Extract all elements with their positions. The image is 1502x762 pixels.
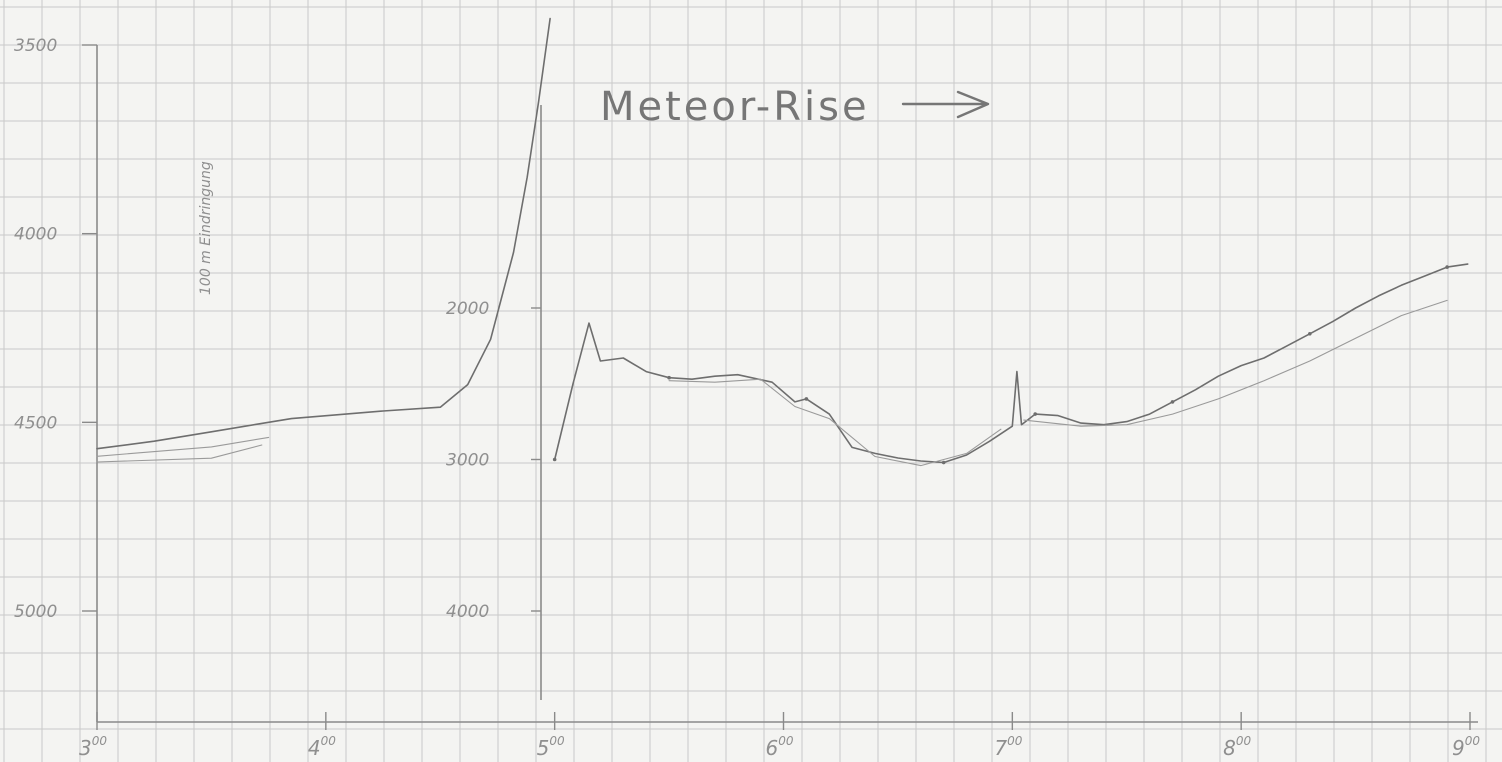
x-tick-label: 500	[537, 734, 565, 760]
y-tick-label: 4000	[446, 602, 489, 622]
y-tick-label: 5000	[14, 602, 57, 622]
data-point	[804, 397, 809, 401]
data-point	[1308, 331, 1312, 336]
arrow-right-icon	[901, 90, 990, 119]
y-tick-label: 4000	[14, 225, 57, 245]
y-tick-label: 3500	[14, 36, 57, 56]
y-tick-label: 2000	[446, 299, 489, 319]
data-point	[1033, 412, 1038, 416]
annotation-label: 100 m Eindringung	[198, 161, 214, 295]
x-tick-label: 800	[1223, 734, 1251, 760]
series-layer	[96, 17, 1469, 467]
data-point	[667, 375, 671, 380]
data-point	[552, 457, 557, 462]
x-tick-label: 600	[766, 734, 794, 760]
chart-title: Meteor-Rise	[600, 84, 870, 130]
left-series-line	[96, 17, 551, 450]
right-series-line	[1023, 299, 1448, 427]
x-tick-label: 900	[1452, 734, 1480, 760]
data-point	[1170, 400, 1175, 404]
data-point	[1445, 265, 1449, 269]
left-series-line	[96, 444, 263, 463]
x-tick-label: 300	[79, 734, 107, 760]
left-series-line	[96, 436, 270, 457]
right-series-line	[668, 378, 1002, 467]
axes	[82, 44, 1478, 730]
right-series-line	[553, 263, 1469, 464]
tick-labels: 3500 4000 4500 5000 2000 3000 4000 300 400 500 600…	[14, 36, 1480, 760]
x-tick-label: 700	[994, 734, 1022, 760]
data-point	[941, 460, 946, 465]
y-tick-label: 3000	[446, 451, 489, 471]
x-tick-label: 400	[308, 734, 336, 760]
y-tick-label: 4500	[14, 413, 57, 433]
